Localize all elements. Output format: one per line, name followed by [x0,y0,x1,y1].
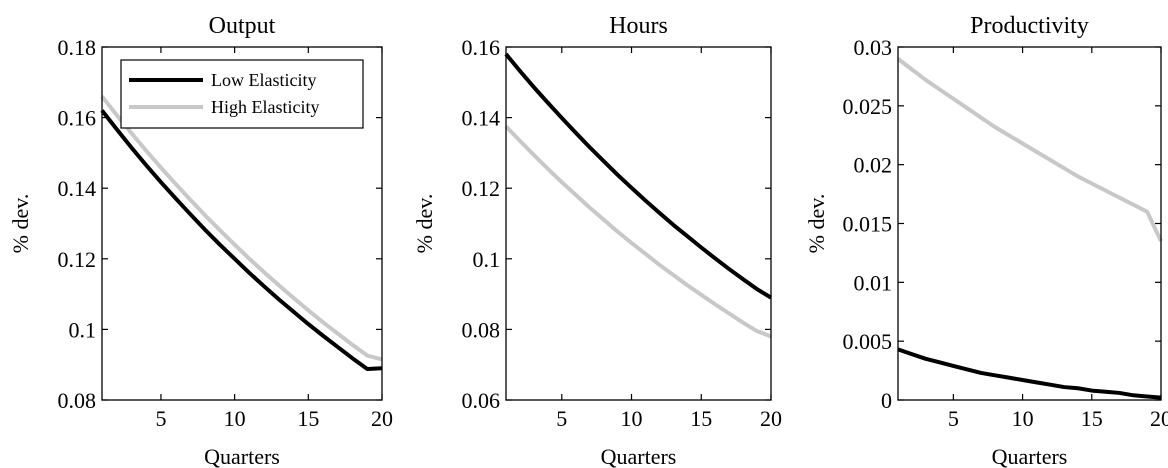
legend-box [120,59,364,129]
x-tick-label: 15 [297,406,319,431]
legend-label-low-elasticity: Low Elasticity [211,70,316,90]
y-tick-label: 0.005 [843,329,893,354]
y-tick-label: 0.14 [58,176,97,201]
series-line-low-elasticity [100,109,383,371]
chart-title: Productivity [970,13,1089,39]
y-axis-label: % dev. [8,194,33,254]
y-axis-label: % dev. [412,194,437,254]
chart-title: Output [209,13,276,39]
panel-output: Output 5 10 15 20 0.08 0.1 0.12 0.14 0.16 0.18 Quar… [8,13,393,468]
y-tick-label: 0.18 [58,35,97,60]
y-tick-label: 0.1 [69,317,97,342]
x-tick-label: 15 [690,406,712,431]
legend-label-high-elasticity: High Elasticity [211,97,319,117]
y-tick-label: 0.14 [462,106,501,131]
x-tick-label: 10 [224,406,246,431]
y-tick-label: 0.08 [462,317,501,342]
x-axis-label: Quarters [992,444,1068,468]
x-tick-label: 5 [556,406,567,431]
y-tick-label: 0.025 [843,94,893,119]
x-tick-label: 5 [155,406,166,431]
x-tick-label: 15 [1081,406,1103,431]
y-tick-label: 0 [881,388,892,413]
x-tick-label: 20 [760,406,782,431]
x-tick-label: 10 [1012,406,1034,431]
panel-productivity: Productivity 5 10 15 20 0 0.005 0.01 0.015 0.02 0.… [804,13,1168,468]
series-line-high-elasticity [504,125,772,339]
y-tick-label: 0.06 [462,388,501,413]
y-tick-label: 0.12 [462,176,501,201]
y-axis-label: % dev. [804,194,829,254]
plot-frame [101,46,383,401]
x-tick-label: 20 [1150,406,1168,431]
series-line-low-elasticity [897,347,1162,400]
x-axis-label: Quarters [204,444,280,468]
y-tick-label: 0.03 [854,35,893,60]
y-tick-label: 0.16 [58,106,97,131]
plot-frame [505,46,772,401]
y-tick-label: 0.02 [854,153,893,178]
x-tick-label: 5 [948,406,959,431]
chart-title: Hours [609,13,668,39]
series-line-high-elasticity [896,57,1163,243]
y-tick-label: 0.08 [58,388,97,413]
y-tick-label: 0.12 [58,247,97,272]
y-tick-label: 0.01 [854,270,893,295]
y-tick-label: 0.015 [843,212,893,237]
y-tick-label: 0.1 [473,247,501,272]
x-tick-label: 20 [371,406,393,431]
panel-hours: Hours 5 10 15 20 0.06 0.08 0.1 0.12 0.14 0.16 Quart… [412,13,782,468]
legend: Low Elasticity High Elasticity [120,59,364,129]
x-tick-label: 10 [621,406,643,431]
y-tick-label: 0.16 [462,35,501,60]
series-line-low-elasticity [504,52,773,300]
plot-frame [897,46,1162,401]
series-line-high-elasticity [100,95,383,362]
x-axis-label: Quarters [601,444,677,468]
